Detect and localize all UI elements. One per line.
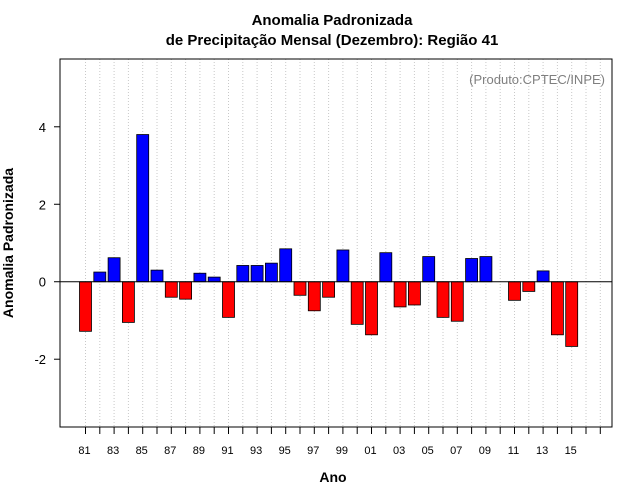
- grid-lines: [85, 59, 601, 427]
- bar: [336, 249, 350, 283]
- x-tick-label: 95: [279, 445, 291, 457]
- y-tick-label: 4: [39, 120, 46, 135]
- bar: [293, 281, 307, 296]
- bar: [450, 281, 464, 322]
- bar: [322, 281, 336, 298]
- bar: [222, 281, 235, 318]
- bar: [179, 281, 193, 300]
- bar: [407, 281, 421, 306]
- bar: [307, 281, 321, 312]
- bar: [236, 265, 250, 283]
- x-tick-label: 15: [565, 445, 577, 457]
- plot-frame: [59, 58, 613, 428]
- y-tick-label: 2: [39, 197, 46, 212]
- bar: [193, 272, 207, 283]
- x-tick-label: 07: [450, 445, 462, 457]
- x-tick-label: 91: [221, 445, 233, 457]
- bar: [150, 269, 164, 283]
- x-tick-label: 13: [536, 445, 548, 457]
- chart-title-line2: de Precipitação Mensal (Dezembro): Regiã…: [166, 32, 499, 49]
- y-axis: -2 0 2 4: [34, 120, 60, 367]
- x-tick-label: 03: [393, 445, 405, 457]
- x-tick-label: 01: [364, 445, 376, 457]
- bars: [79, 134, 579, 347]
- bar: [350, 281, 364, 325]
- x-tick-label: 09: [479, 445, 491, 457]
- bar: [79, 281, 92, 332]
- x-tick-label: 85: [136, 445, 148, 457]
- bar: [422, 256, 436, 283]
- bar: [536, 270, 550, 283]
- x-tick-label: 87: [164, 445, 176, 457]
- x-axis: 81 83 85 87 89 91 93 95 97 99 01 03 05 07 09 11 13 15: [78, 427, 601, 457]
- bar: [508, 281, 521, 301]
- bar: [207, 276, 221, 283]
- x-tick-label: 93: [250, 445, 262, 457]
- bar: [264, 262, 278, 283]
- x-tick-label: 89: [193, 445, 205, 457]
- bar: [393, 281, 407, 308]
- x-tick-label: 81: [78, 445, 90, 457]
- credit-text: (Produto:CPTEC/INPE): [469, 72, 605, 87]
- bar: [93, 271, 107, 283]
- bar: [465, 258, 479, 283]
- bar: [136, 134, 150, 283]
- bar: [122, 281, 135, 323]
- bar: [279, 248, 293, 283]
- x-axis-label: Ano: [319, 469, 346, 485]
- x-tick-label: 97: [307, 445, 319, 457]
- y-tick-label: -2: [34, 352, 46, 367]
- bar: [522, 281, 536, 292]
- y-tick-label: 0: [39, 275, 46, 290]
- x-tick-label: 11: [508, 445, 519, 457]
- bar: [479, 256, 493, 283]
- bar: [436, 281, 450, 318]
- bar: [107, 257, 121, 283]
- x-tick-label: 05: [422, 445, 434, 457]
- bar: [551, 281, 564, 336]
- x-tick-label: 99: [336, 445, 348, 457]
- chart-title-line1: Anomalia Padronizada: [252, 12, 414, 29]
- bar: [164, 281, 178, 298]
- bar: [379, 252, 393, 283]
- y-axis-label: Anomalia Padronizada: [0, 168, 16, 318]
- bar: [250, 265, 264, 283]
- bar: [365, 281, 378, 336]
- bar: [565, 281, 579, 347]
- x-tick-label: 83: [107, 445, 119, 457]
